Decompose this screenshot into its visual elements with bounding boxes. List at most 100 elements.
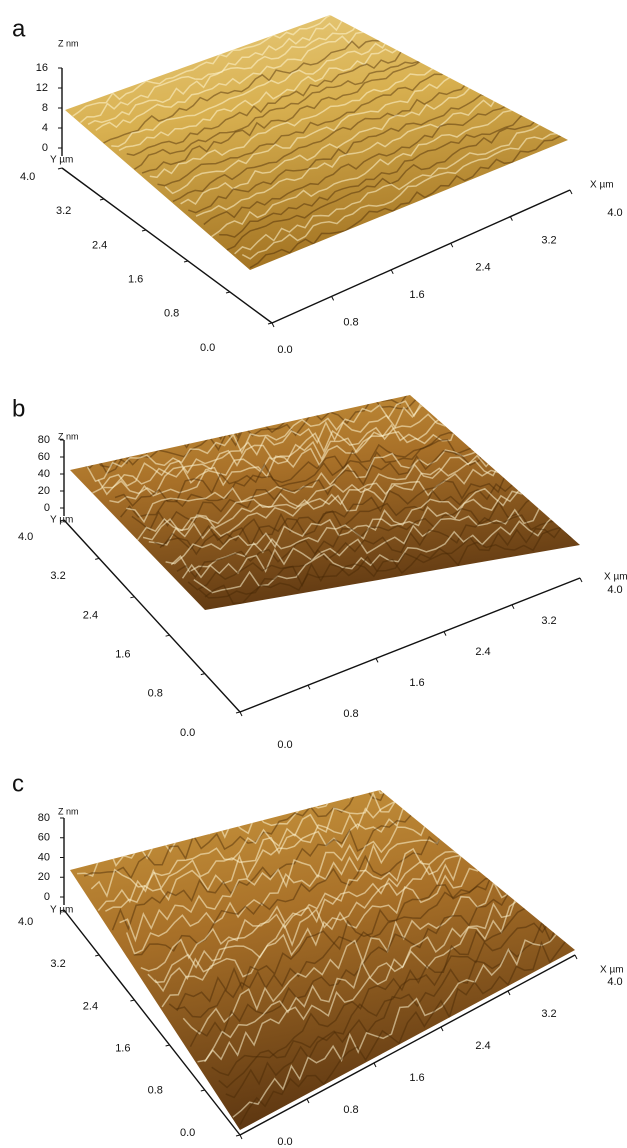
surface-ridge	[79, 17, 351, 124]
y-tick	[130, 999, 135, 1002]
z-tick-label: 8	[42, 102, 48, 114]
surface-ridge	[136, 454, 496, 541]
surface-ridge	[133, 826, 454, 956]
y-tick-label: 4.0	[18, 531, 33, 543]
x-tick	[306, 1098, 310, 1104]
y-tick	[130, 596, 135, 599]
y-tick	[235, 1134, 241, 1137]
surface-ridge	[119, 814, 438, 943]
surface-ridge	[133, 60, 420, 170]
surface-ridge	[193, 512, 566, 594]
y-tick-label: 0.0	[180, 727, 195, 739]
y-tick-label: 0.0	[200, 342, 215, 354]
x-tick-label: 3.2	[541, 234, 556, 246]
x-tick-label: 4.0	[607, 584, 622, 596]
surface-ridge	[83, 790, 397, 880]
z-axis-label: Z nm	[58, 806, 79, 816]
surface-ridge	[234, 123, 549, 255]
x-tick	[440, 1026, 444, 1032]
x-tick-label: 0.8	[343, 317, 358, 329]
y-tick-label: 4.0	[18, 916, 33, 928]
y-axis	[63, 519, 241, 713]
surface-ridge	[181, 501, 552, 579]
surface-ridge	[92, 403, 439, 494]
surface-ridge	[111, 812, 430, 931]
surface-ridge	[188, 93, 489, 214]
surface-ridge	[125, 830, 446, 955]
x-axis-label: X µm	[600, 965, 624, 976]
surface-ridge	[86, 395, 432, 483]
x-tick	[375, 658, 379, 663]
z-tick-label: 0	[42, 142, 48, 154]
z-tick-label: 0	[44, 502, 50, 514]
x-axis-label: X µm	[590, 180, 614, 191]
surface-ridge	[154, 469, 517, 551]
x-tick-label: 0.0	[277, 1136, 292, 1148]
surface-ridge	[131, 442, 489, 532]
y-tick-label: 2.4	[83, 1000, 98, 1012]
z-tick-label: 20	[38, 485, 50, 497]
x-tick	[239, 711, 243, 717]
x-tick-label: 0.0	[277, 344, 292, 356]
y-tick	[59, 909, 65, 912]
y-tick-label: 0.0	[180, 1127, 195, 1139]
x-axis	[271, 189, 571, 324]
z-tick-label: 12	[36, 82, 48, 94]
surface-ridge	[165, 487, 531, 565]
surface-ridge	[103, 415, 454, 495]
surface-ridge	[211, 106, 519, 238]
surface-ridge	[198, 522, 574, 599]
surface-ridge	[87, 20, 361, 125]
x-tick-label: 2.4	[475, 646, 490, 658]
surface-ridge	[72, 15, 341, 117]
y-tick-label: 0.8	[148, 688, 163, 700]
surface-ridge	[168, 877, 494, 1012]
surface-ridge	[103, 39, 380, 144]
surface-ridge	[249, 132, 568, 269]
surface-ridge	[218, 919, 552, 1089]
z-tick-label: 40	[38, 468, 50, 480]
surface-ridge	[203, 104, 509, 226]
surface-ridge	[126, 46, 410, 156]
z-tick-label: 4	[42, 122, 48, 134]
y-tick-label: 1.6	[128, 274, 143, 286]
y-tick	[59, 519, 65, 522]
x-tick	[574, 954, 578, 960]
surface-ridge	[120, 438, 475, 518]
x-tick	[307, 684, 311, 690]
y-tick-label: 3.2	[50, 958, 65, 970]
surface-ridge	[182, 880, 511, 1035]
surface-ridge	[90, 791, 405, 898]
surface-ridge	[157, 67, 450, 187]
z-tick-label: 20	[38, 871, 50, 883]
z-tick-label: 40	[38, 851, 50, 863]
y-tick	[183, 260, 189, 263]
x-tick-label: 3.2	[541, 615, 556, 627]
y-axis	[63, 909, 241, 1136]
y-tick-label: 2.4	[92, 239, 107, 251]
surface-ridge	[148, 468, 510, 546]
z-axis-label: Z nm	[58, 38, 79, 48]
surface-ridge	[105, 801, 422, 912]
y-axis-label: Y µm	[50, 155, 73, 166]
z-tick-label: 0	[44, 891, 50, 903]
y-tick	[200, 1089, 205, 1092]
y-tick-label: 1.6	[115, 649, 130, 661]
surface	[70, 395, 580, 610]
surface-ridge	[211, 902, 543, 1077]
x-tick-label: 3.2	[541, 1008, 556, 1020]
y-tick	[57, 167, 63, 170]
surface-ridge	[149, 65, 440, 179]
x-tick	[239, 1134, 243, 1140]
x-tick-label: 1.6	[409, 677, 424, 689]
surface-ridge	[142, 457, 503, 541]
panel-label: c	[12, 770, 24, 797]
z-axis-label: Z nm	[58, 431, 79, 441]
x-tick	[511, 604, 515, 610]
panel-label: a	[12, 15, 26, 42]
surface-ridge	[164, 75, 459, 195]
surface-ridge	[170, 485, 539, 573]
surface-ridge	[95, 27, 371, 131]
x-axis	[239, 577, 581, 713]
